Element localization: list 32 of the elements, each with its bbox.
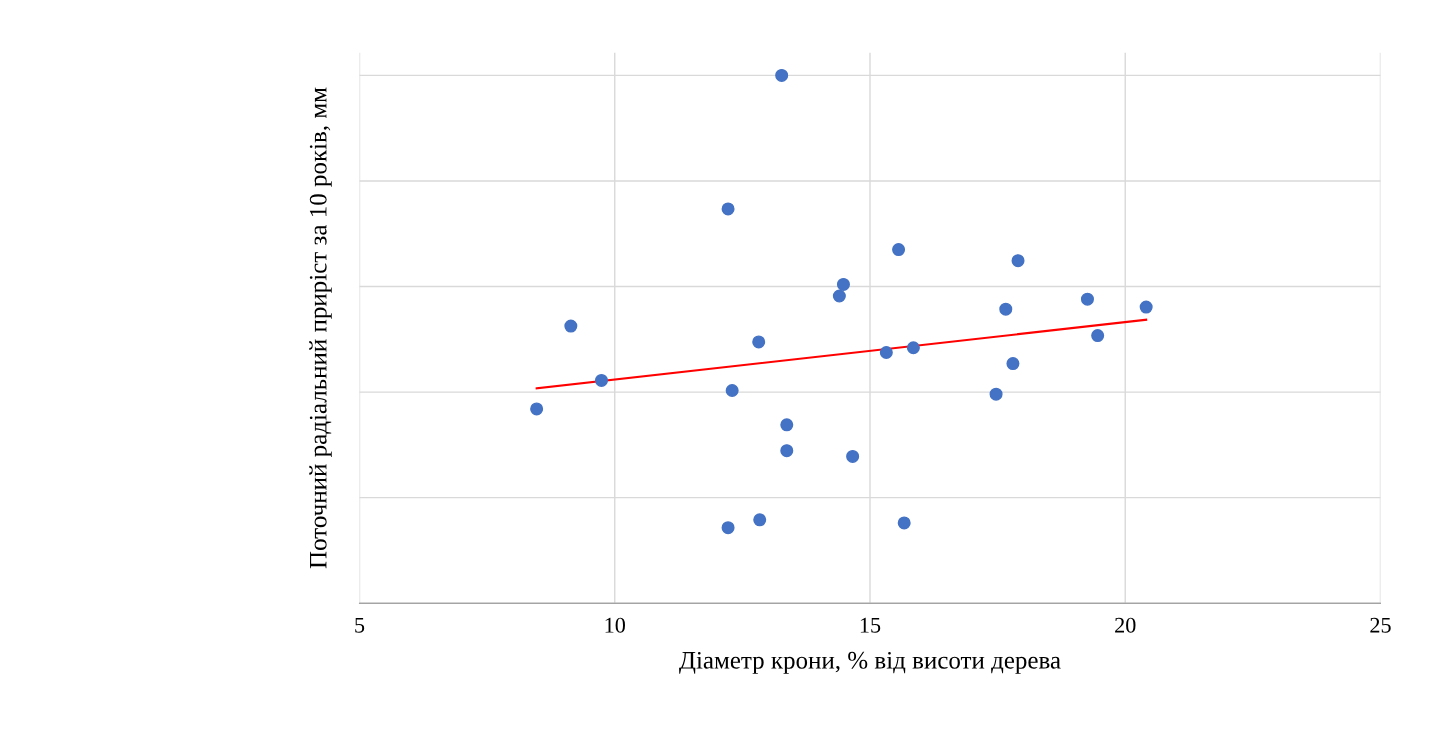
point — [906, 341, 920, 355]
x-tick-label: 20 — [1115, 617, 1136, 633]
point — [753, 513, 767, 527]
point — [846, 449, 860, 463]
point — [999, 302, 1013, 316]
point — [594, 373, 608, 387]
x-axis-title: Діаметр крони, % від висоти дерева — [679, 651, 1061, 674]
point — [989, 387, 1003, 401]
point — [530, 402, 544, 416]
y-axis-title: Поточний радіальний приріст за 10 років, мм — [309, 87, 332, 569]
point — [721, 521, 735, 535]
point — [1006, 357, 1020, 371]
point — [836, 277, 850, 291]
point — [1139, 300, 1153, 314]
point — [780, 418, 794, 432]
x-tick-label: 5 — [355, 617, 365, 633]
point — [721, 202, 735, 216]
x-tick-label: 15 — [860, 617, 881, 633]
point — [832, 289, 846, 303]
point — [1091, 329, 1105, 343]
x-tick-label: 10 — [605, 617, 626, 633]
point — [1080, 292, 1094, 306]
point — [564, 319, 578, 333]
point — [879, 345, 893, 359]
point — [892, 243, 906, 257]
x-tick-label: 25 — [1370, 617, 1391, 633]
point — [752, 335, 766, 349]
point — [775, 68, 789, 82]
point — [780, 444, 794, 458]
point — [897, 516, 911, 530]
point — [725, 383, 739, 397]
point — [1011, 254, 1025, 268]
